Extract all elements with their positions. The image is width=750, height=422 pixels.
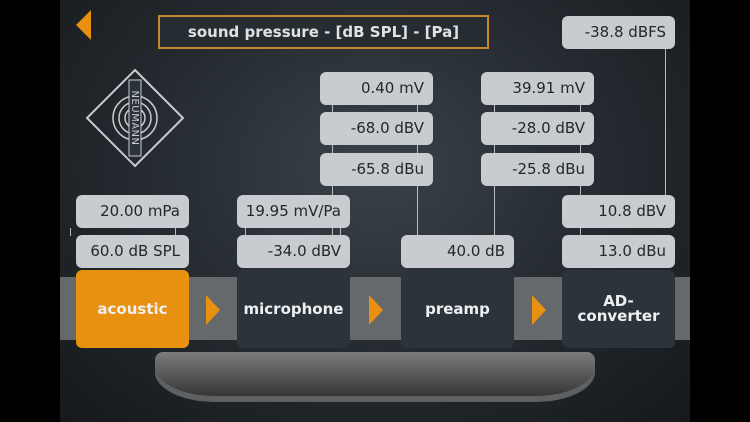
ad-dbfs-value[interactable]: -38.8 dBFS	[562, 16, 675, 49]
ad-dbv-value[interactable]: 10.8 dBV	[562, 195, 675, 228]
screen: sound pressure - [dB SPL] - [Pa] NEUMANN…	[60, 0, 690, 422]
neumann-logo: NEUMANN	[85, 68, 185, 168]
chain-arrow-icon	[206, 295, 220, 325]
chain-arrow-icon	[369, 295, 383, 325]
svg-text:NEUMANN: NEUMANN	[129, 90, 140, 145]
selector-dial[interactable]	[155, 352, 595, 402]
acoustic-spl-value[interactable]: 60.0 dB SPL	[76, 235, 189, 268]
chain-arrow-icon	[532, 295, 546, 325]
preamp-output-dbu[interactable]: -25.8 dBu	[481, 153, 594, 186]
preamp-output-dbv[interactable]: -28.0 dBV	[481, 112, 594, 145]
mic-sensitivity-value[interactable]: 19.95 mV/Pa	[237, 195, 350, 228]
mic-output-mv[interactable]: 0.40 mV	[320, 72, 433, 105]
mic-output-dbv[interactable]: -68.0 dBV	[320, 112, 433, 145]
preamp-gain-value[interactable]: 40.0 dB	[401, 235, 514, 268]
preamp-output-mv[interactable]: 39.91 mV	[481, 72, 594, 105]
mic-output-dbu[interactable]: -65.8 dBu	[320, 153, 433, 186]
acoustic-pressure-value[interactable]: 20.00 mPa	[76, 195, 189, 228]
back-arrow-icon[interactable]	[76, 10, 91, 40]
stage-preamp[interactable]: preamp	[401, 270, 514, 348]
stage-microphone[interactable]: microphone	[237, 270, 350, 348]
page-title[interactable]: sound pressure - [dB SPL] - [Pa]	[158, 15, 489, 49]
stage-ad-converter[interactable]: AD- converter	[562, 270, 675, 348]
ad-dbu-value[interactable]: 13.0 dBu	[562, 235, 675, 268]
stage-acoustic[interactable]: acoustic	[76, 270, 189, 348]
mic-level-value[interactable]: -34.0 dBV	[237, 235, 350, 268]
